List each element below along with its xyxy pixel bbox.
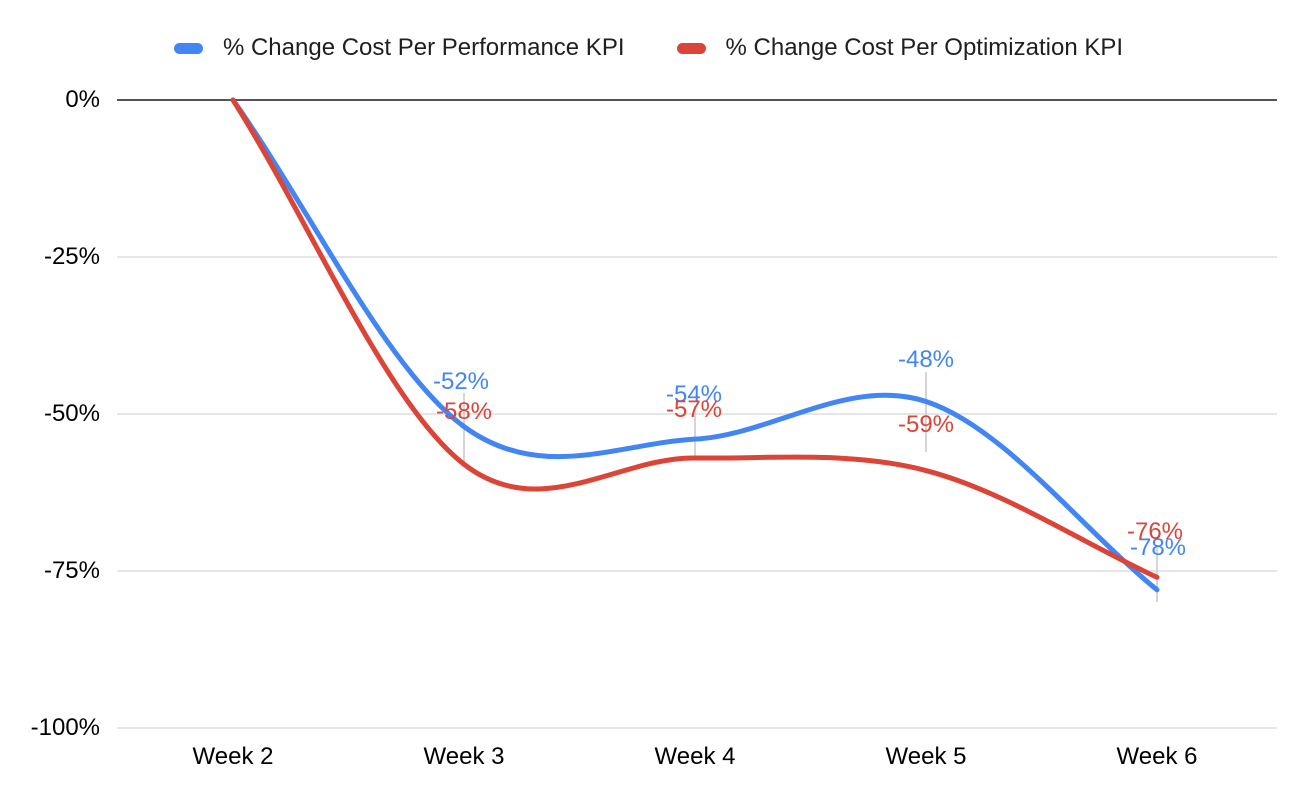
data-label-performance-week4: -54% — [665, 381, 723, 409]
data-label-optimization-week4: -57% — [665, 395, 723, 423]
x-axis-label-week5: Week 5 — [885, 743, 967, 770]
legend-swatch-performance-icon — [173, 42, 203, 54]
data-label-performance-week5: -48% — [897, 346, 955, 374]
data-label-performance-week6: -78% — [1129, 533, 1187, 561]
x-axis-label-week2: Week 2 — [192, 743, 274, 770]
legend-item-optimization: % Change Cost Per Optimization KPI — [676, 34, 1124, 62]
data-label-optimization-week3: -58% — [435, 398, 493, 426]
series-line-performance — [230, 97, 1160, 593]
legend-swatch-optimization-icon — [676, 42, 706, 54]
legend-label-optimization: % Change Cost Per Optimization KPI — [725, 34, 1124, 61]
legend-item-performance: % Change Cost Per Performance KPI — [173, 34, 625, 62]
data-label-performance-week3: -52% — [432, 367, 490, 395]
y-axis-tick-label: -50% — [43, 400, 100, 427]
data-label-optimization-week6: -76% — [1126, 518, 1184, 546]
x-axis-label-week4: Week 4 — [654, 743, 736, 770]
data-label-optimization-week5: -59% — [897, 410, 955, 438]
y-axis-tick-label: 0% — [65, 86, 100, 113]
y-axis-tick-label: -100% — [30, 714, 100, 741]
x-axis-label-week6: Week 6 — [1116, 743, 1198, 770]
x-axis-label-week3: Week 3 — [423, 743, 505, 770]
y-axis-tick-label: -75% — [43, 557, 100, 584]
series-line-optimization — [230, 97, 1160, 580]
chart-legend: % Change Cost Per Performance KPI % Chan… — [0, 34, 1297, 62]
y-axis-tick-label: -25% — [43, 243, 100, 270]
legend-label-performance: % Change Cost Per Performance KPI — [222, 34, 625, 61]
